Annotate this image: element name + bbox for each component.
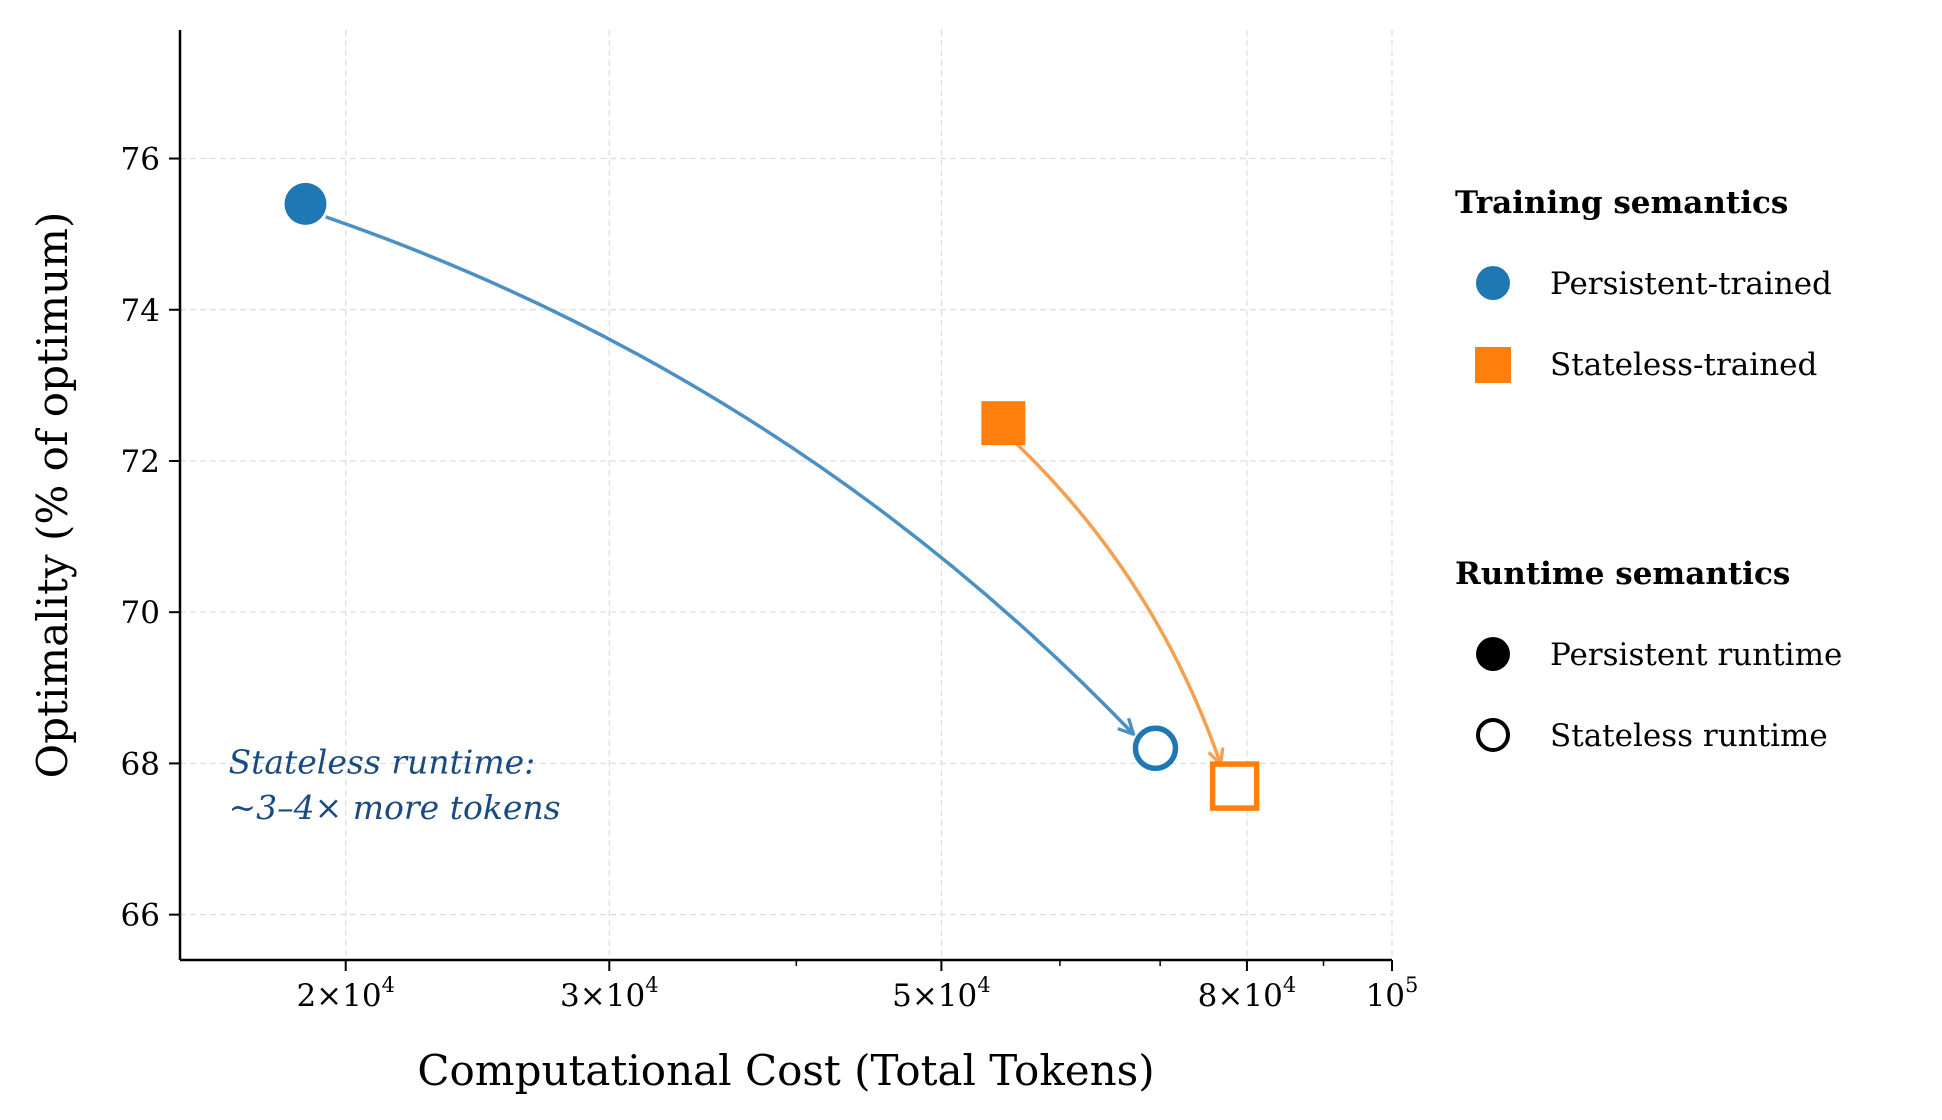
legend-title-2: Runtime semantics <box>1455 556 1790 592</box>
point-stateless-trained-persistent-runtime <box>981 401 1026 446</box>
annotation-line-2: ~3–4× more tokens <box>228 788 560 827</box>
x-tick-label: 8×104 <box>1198 973 1297 1014</box>
grid <box>180 30 1393 960</box>
legend-label: Stateless-trained <box>1550 347 1817 383</box>
x-tick-label: 105 <box>1366 973 1419 1014</box>
y-tick-label: 76 <box>121 142 160 178</box>
data-points <box>284 182 1260 811</box>
legend-title-1: Training semantics <box>1455 185 1788 221</box>
legend-label: Persistent runtime <box>1550 637 1842 673</box>
legend-marker <box>1476 637 1510 671</box>
legend-marker <box>1475 347 1511 383</box>
axes: 66 68 70 72 74 76 2×104 3×104 5×104 8×104 105 <box>121 30 1419 1014</box>
legend-label: Stateless runtime <box>1550 718 1828 754</box>
annotation-line-1: Stateless runtime: <box>228 742 535 781</box>
point-persistent-trained-persistent-runtime <box>284 182 327 225</box>
arrow-2 <box>1015 442 1220 764</box>
x-tick-label: 3×104 <box>560 973 659 1014</box>
legend: Training semantics Persistent-trained Stat… <box>1455 185 1842 754</box>
arrow-1 <box>325 215 1134 734</box>
annotation: Stateless runtime: ~3–4× more tokens <box>228 742 560 826</box>
point-persistent-trained-stateless-runtime <box>1132 725 1179 772</box>
x-tick-label: 2×104 <box>296 973 395 1014</box>
arrows <box>325 215 1221 764</box>
y-tick-label: 74 <box>121 293 160 329</box>
y-axis-label: Optimality (% of optimum) <box>28 212 77 779</box>
point-stateless-trained-stateless-runtime <box>1209 761 1260 811</box>
x-axis-label: Computational Cost (Total Tokens) <box>417 1046 1154 1095</box>
y-tick-label: 70 <box>121 595 160 631</box>
y-tick-label: 72 <box>121 444 160 480</box>
legend-marker <box>1476 266 1510 300</box>
y-tick-label: 66 <box>121 898 160 934</box>
legend-marker <box>1476 718 1510 752</box>
y-tick-label: 68 <box>121 746 160 782</box>
legend-label: Persistent-trained <box>1550 266 1832 302</box>
x-tick-label: 5×104 <box>892 973 991 1014</box>
